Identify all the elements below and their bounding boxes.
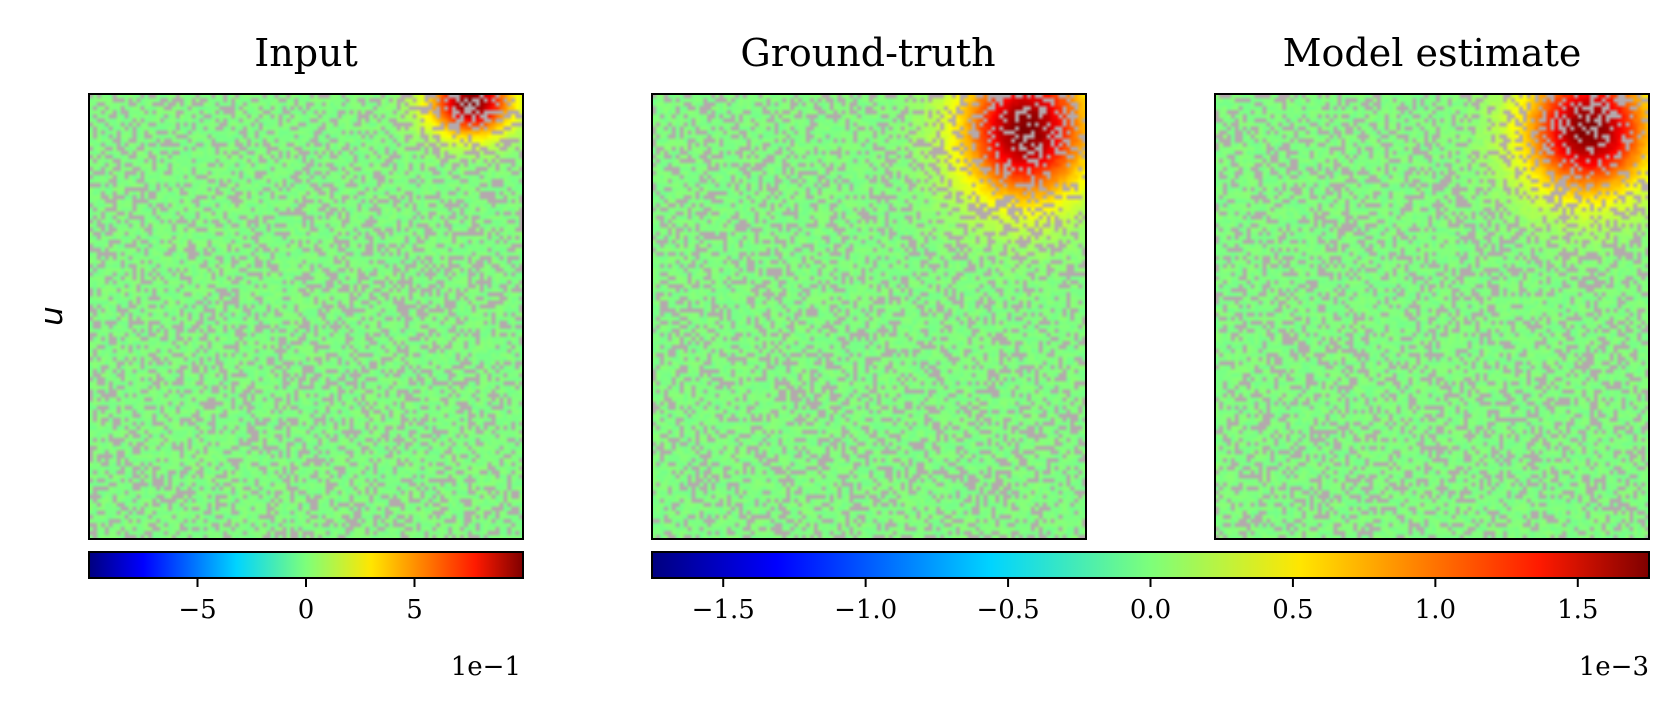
panel-title-model-estimate: Model estimate <box>1283 31 1582 75</box>
heatmap-frame-ground-truth <box>651 93 1087 540</box>
heatmap-frame-model-estimate <box>1214 93 1650 540</box>
panel-title-input: Input <box>254 31 358 75</box>
colorbar-shared: −1.5 −1.0 −0.5 0.0 0.5 1.0 1.5 1e−3 <box>651 551 1650 682</box>
panel-title-ground-truth: Ground-truth <box>740 31 995 75</box>
colorbar-shared-tick-label: −0.5 <box>977 595 1040 625</box>
panel-input: Input <box>88 31 524 540</box>
heatmap-frame-input <box>88 93 524 540</box>
colorbar-input-offset: 1e−1 <box>451 652 521 682</box>
panel-model-estimate: Model estimate <box>1214 31 1650 540</box>
heatmap-model-estimate <box>1215 94 1649 539</box>
colorbar-input-gradient <box>88 551 524 579</box>
colorbar-input-tick-label: 5 <box>406 595 423 625</box>
colorbar-shared-tick-label: 0.0 <box>1130 595 1171 625</box>
colorbar-shared-tick-label: 1.5 <box>1557 595 1598 625</box>
colorbar-shared-tick-label: 0.5 <box>1272 595 1313 625</box>
colorbar-input: −5 0 5 1e−1 <box>88 551 524 682</box>
heatmap-ground-truth <box>652 94 1086 539</box>
colorbar-shared-tick-label: −1.5 <box>692 595 755 625</box>
colorbar-input-tick-label: −5 <box>178 595 216 625</box>
colorbar-input-tick-label: 0 <box>298 595 315 625</box>
colorbar-shared-offset: 1e−3 <box>1579 652 1649 682</box>
heatmap-input <box>89 94 523 539</box>
colorbar-shared-tick-label: 1.0 <box>1415 595 1456 625</box>
colorbar-shared-gradient <box>651 551 1650 579</box>
row-label-u: u <box>34 306 70 326</box>
colorbar-shared-tick-label: −1.0 <box>834 595 897 625</box>
panel-ground-truth: Ground-truth <box>651 31 1087 540</box>
